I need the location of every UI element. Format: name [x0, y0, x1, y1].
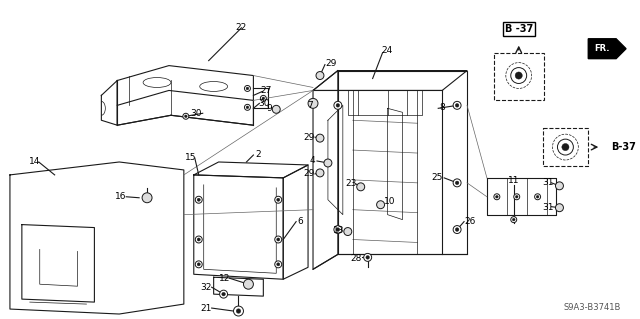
Text: 14: 14: [29, 158, 40, 167]
Circle shape: [316, 169, 324, 177]
Circle shape: [515, 196, 518, 198]
Circle shape: [197, 238, 200, 241]
Circle shape: [534, 194, 541, 200]
Circle shape: [556, 204, 563, 212]
Circle shape: [514, 194, 520, 200]
Circle shape: [336, 228, 340, 231]
Circle shape: [197, 263, 200, 266]
Circle shape: [455, 104, 459, 107]
Text: 29: 29: [303, 169, 315, 178]
Circle shape: [334, 101, 342, 109]
Polygon shape: [588, 39, 626, 59]
Circle shape: [236, 309, 241, 313]
Text: 24: 24: [381, 46, 392, 55]
Circle shape: [246, 106, 249, 109]
Text: 31: 31: [542, 203, 554, 212]
Circle shape: [276, 238, 280, 241]
Text: 28: 28: [350, 254, 362, 263]
Circle shape: [513, 218, 515, 221]
Text: 9: 9: [266, 104, 272, 113]
Circle shape: [324, 159, 332, 167]
Circle shape: [308, 98, 318, 108]
Circle shape: [453, 226, 461, 234]
Circle shape: [455, 228, 459, 231]
Circle shape: [244, 104, 250, 110]
Text: 13: 13: [333, 226, 344, 235]
Circle shape: [183, 113, 189, 119]
Circle shape: [536, 196, 539, 198]
Circle shape: [262, 97, 265, 100]
Text: FR.: FR.: [595, 44, 610, 53]
Circle shape: [366, 256, 369, 259]
Text: 22: 22: [236, 23, 247, 32]
Circle shape: [453, 101, 461, 109]
Circle shape: [276, 263, 280, 266]
Circle shape: [455, 181, 459, 185]
Text: 32: 32: [200, 283, 211, 292]
Text: 30: 30: [259, 99, 270, 108]
Circle shape: [246, 87, 249, 90]
Circle shape: [275, 236, 282, 243]
Text: 15: 15: [185, 152, 196, 161]
Circle shape: [316, 71, 324, 79]
Circle shape: [453, 179, 461, 187]
Circle shape: [344, 227, 352, 235]
Text: B-37: B-37: [611, 142, 636, 152]
Text: 27: 27: [260, 86, 272, 95]
Circle shape: [276, 198, 280, 201]
Circle shape: [142, 193, 152, 203]
Circle shape: [222, 292, 225, 296]
Circle shape: [195, 196, 202, 203]
Text: 4: 4: [309, 157, 315, 166]
Circle shape: [494, 194, 500, 200]
Circle shape: [220, 290, 228, 298]
Circle shape: [244, 85, 250, 92]
Circle shape: [272, 105, 280, 113]
Circle shape: [511, 68, 527, 84]
Bar: [494, 53, 543, 100]
Circle shape: [234, 306, 243, 316]
Circle shape: [364, 253, 372, 261]
Circle shape: [562, 144, 569, 151]
Circle shape: [376, 201, 385, 209]
Circle shape: [316, 134, 324, 142]
Text: FR.: FR.: [595, 44, 614, 54]
Text: 2: 2: [255, 150, 261, 159]
Text: 7: 7: [307, 101, 313, 110]
Circle shape: [197, 198, 200, 201]
Circle shape: [556, 182, 563, 190]
Text: 10: 10: [384, 197, 396, 206]
Text: 11: 11: [508, 176, 520, 185]
Circle shape: [334, 226, 342, 234]
Text: 16: 16: [115, 192, 126, 201]
Text: 29: 29: [325, 59, 337, 68]
Circle shape: [275, 261, 282, 268]
Circle shape: [495, 196, 498, 198]
Circle shape: [260, 95, 266, 101]
Text: 8: 8: [439, 103, 445, 112]
Text: 25: 25: [431, 174, 443, 182]
Text: 12: 12: [219, 274, 230, 283]
Circle shape: [511, 217, 516, 223]
Circle shape: [557, 139, 573, 155]
Circle shape: [515, 72, 522, 79]
Text: 31: 31: [542, 178, 554, 187]
Text: 6: 6: [297, 217, 303, 226]
Text: 30: 30: [190, 109, 202, 118]
Circle shape: [243, 279, 253, 289]
Text: B -37: B -37: [504, 24, 533, 34]
Text: S9A3-B3741B: S9A3-B3741B: [564, 302, 621, 312]
Text: 23: 23: [345, 179, 356, 188]
Text: 26: 26: [465, 217, 476, 226]
Circle shape: [184, 115, 187, 118]
Text: 21: 21: [200, 304, 211, 313]
Circle shape: [275, 196, 282, 203]
Circle shape: [195, 236, 202, 243]
Circle shape: [195, 261, 202, 268]
Circle shape: [356, 183, 365, 191]
Bar: [543, 128, 588, 166]
Text: 29: 29: [303, 133, 315, 142]
Circle shape: [336, 104, 340, 107]
